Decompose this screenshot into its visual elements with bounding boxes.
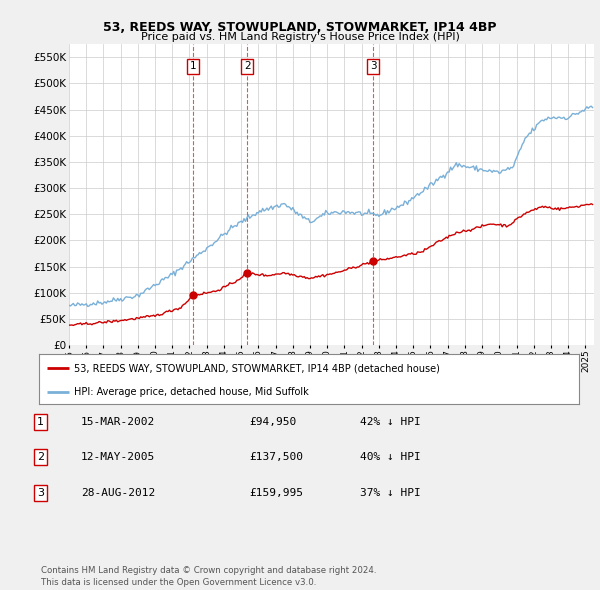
Text: 15-MAR-2002: 15-MAR-2002 [81, 417, 155, 427]
Text: 42% ↓ HPI: 42% ↓ HPI [360, 417, 421, 427]
Text: 40% ↓ HPI: 40% ↓ HPI [360, 453, 421, 462]
Text: £159,995: £159,995 [249, 488, 303, 497]
Text: 3: 3 [37, 488, 44, 497]
Text: 2: 2 [37, 453, 44, 462]
Text: 53, REEDS WAY, STOWUPLAND, STOWMARKET, IP14 4BP (detached house): 53, REEDS WAY, STOWUPLAND, STOWMARKET, I… [74, 363, 440, 373]
Text: 1: 1 [190, 61, 196, 71]
Text: Contains HM Land Registry data © Crown copyright and database right 2024.
This d: Contains HM Land Registry data © Crown c… [41, 566, 376, 587]
Text: 53, REEDS WAY, STOWUPLAND, STOWMARKET, IP14 4BP: 53, REEDS WAY, STOWUPLAND, STOWMARKET, I… [103, 21, 497, 34]
Text: 12-MAY-2005: 12-MAY-2005 [81, 453, 155, 462]
Text: 3: 3 [370, 61, 376, 71]
Text: 37% ↓ HPI: 37% ↓ HPI [360, 488, 421, 497]
Text: £94,950: £94,950 [249, 417, 296, 427]
Text: 2: 2 [244, 61, 251, 71]
Text: HPI: Average price, detached house, Mid Suffolk: HPI: Average price, detached house, Mid … [74, 386, 309, 396]
Text: 1: 1 [37, 417, 44, 427]
Text: £137,500: £137,500 [249, 453, 303, 462]
Text: Price paid vs. HM Land Registry's House Price Index (HPI): Price paid vs. HM Land Registry's House … [140, 32, 460, 42]
Text: 28-AUG-2012: 28-AUG-2012 [81, 488, 155, 497]
